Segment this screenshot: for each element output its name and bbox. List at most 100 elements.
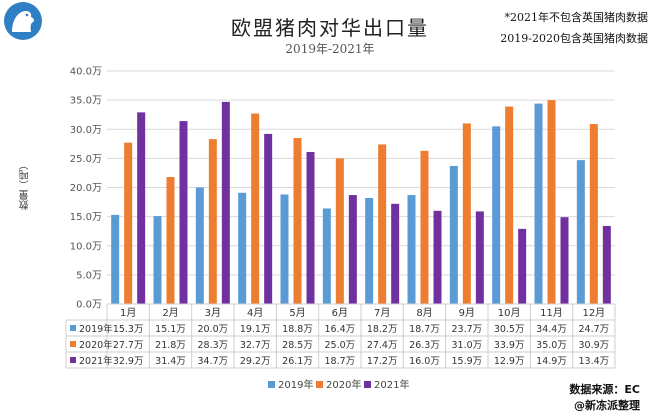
penguin-logo-icon (12, 11, 35, 32)
bar-2021年-5月 (306, 151, 315, 304)
data-label: 30.9万 (579, 340, 610, 351)
data-label: 28.5万 (282, 340, 313, 351)
data-label: 16.4万 (325, 324, 356, 335)
data-label: 33.9万 (494, 340, 525, 351)
data-label: 18.7万 (409, 324, 440, 335)
data-label: 18.8万 (282, 324, 313, 335)
data-label: 13.4万 (579, 356, 610, 367)
data-label: 26.1万 (282, 356, 313, 367)
bar-2020年-3月 (208, 139, 217, 304)
bar-2020年-8月 (420, 150, 429, 304)
data-label: 25.0万 (325, 340, 356, 351)
data-label: 35.0万 (536, 340, 567, 351)
legend-key-2020年 (316, 381, 323, 388)
bar-2019年-7月 (365, 197, 374, 304)
table-legend-key (70, 341, 76, 347)
bar-2021年-6月 (348, 195, 357, 304)
data-label: 27.4万 (367, 340, 398, 351)
table-legend-key (70, 357, 76, 363)
x-tick-label: 2月 (162, 307, 178, 319)
y-tick-label: 20.0万 (70, 183, 102, 194)
x-tick-label: 11月 (540, 307, 563, 319)
logo (4, 2, 42, 40)
x-tick-label: 3月 (205, 307, 221, 319)
bar-2020年-7月 (378, 144, 387, 304)
data-label: 31.0万 (452, 340, 483, 351)
y-tick-label: 0.0万 (76, 300, 102, 311)
bar-2019年-12月 (576, 160, 585, 304)
credit-line: @新冻派整理 (574, 399, 640, 412)
data-label: 24.7万 (579, 324, 610, 335)
data-label: 30.5万 (494, 324, 525, 335)
data-label: 15.9万 (452, 356, 483, 367)
x-tick-label: 1月 (120, 307, 136, 319)
legend-label: 2019年 (278, 378, 313, 391)
data-label: 32.7万 (240, 340, 271, 351)
bar-2020年-12月 (589, 124, 598, 304)
bar-2021年-12月 (602, 225, 611, 304)
bar-2020年-2月 (166, 177, 175, 304)
bar-2021年-11月 (560, 217, 569, 304)
bar-2021年-9月 (475, 211, 484, 304)
y-tick-label: 25.0万 (70, 154, 102, 165)
x-tick-label: 5月 (289, 307, 305, 319)
source-line: 数据来源：EC (569, 383, 640, 396)
table-series-name: 2020年 (79, 339, 113, 351)
data-label: 21.8万 (155, 340, 186, 351)
bar-2021年-8月 (433, 210, 442, 304)
data-label: 27.7万 (113, 340, 144, 351)
bar-2021年-1月 (137, 112, 146, 304)
data-label: 29.2万 (240, 356, 271, 367)
x-tick-label: 6月 (332, 307, 348, 319)
data-label: 31.4万 (155, 356, 186, 367)
legend-label: 2021年 (374, 378, 409, 391)
data-label: 34.7万 (198, 356, 229, 367)
bar-2019年-4月 (238, 192, 247, 304)
y-tick-label: 35.0万 (70, 96, 102, 107)
bar-2021年-10月 (518, 228, 527, 304)
x-tick-label: 9月 (459, 307, 475, 319)
data-label: 28.3万 (198, 340, 229, 351)
chart-subtitle: 2019年-2021年 (285, 42, 375, 56)
legend-key-2019年 (268, 381, 275, 388)
y-tick-label: 40.0万 (70, 67, 102, 78)
bar-2019年-1月 (111, 214, 120, 304)
data-label: 26.3万 (409, 340, 440, 351)
x-tick-label: 8月 (416, 307, 432, 319)
data-label: 12.9万 (494, 356, 525, 367)
note-2021: *2021年不包含英国猪肉数据 (504, 11, 649, 24)
bar-2019年-6月 (322, 208, 331, 304)
data-label: 14.9万 (536, 356, 567, 367)
table-legend-key (70, 325, 76, 331)
bar-2019年-3月 (195, 187, 204, 304)
bar-2019年-8月 (407, 195, 416, 304)
bar-2019年-10月 (492, 126, 501, 305)
bar-2020年-1月 (124, 142, 133, 304)
data-label: 19.1万 (240, 324, 271, 335)
x-tick-label: 10月 (498, 307, 521, 319)
bar-2021年-7月 (391, 203, 400, 304)
bar-2021年-2月 (179, 121, 188, 304)
bar-2019年-9月 (449, 165, 458, 304)
data-label: 18.7万 (325, 356, 356, 367)
bar-2019年-2月 (153, 216, 162, 304)
data-label: 15.1万 (155, 324, 186, 335)
bar-2020年-10月 (505, 106, 514, 304)
bar-2020年-6月 (335, 158, 344, 304)
data-label: 32.9万 (113, 356, 144, 367)
bar-2020年-5月 (293, 137, 302, 304)
bar-2019年-11月 (534, 103, 543, 305)
y-tick-label: 30.0万 (70, 125, 102, 136)
bar-2021年-3月 (221, 101, 230, 304)
data-label: 20.0万 (198, 324, 229, 335)
chart-title: 欧盟猪肉对华出口量 (231, 16, 429, 40)
data-label: 17.2万 (367, 356, 398, 367)
bar-2021年-4月 (264, 133, 273, 304)
bar-2020年-11月 (547, 100, 556, 304)
note-2019-2020: 2019-2020包含英国猪肉数据 (500, 32, 648, 45)
data-label: 18.2万 (367, 324, 398, 335)
bar-2020年-9月 (462, 123, 471, 304)
x-tick-label: 12月 (582, 307, 605, 319)
bar-2019年-5月 (280, 194, 289, 304)
